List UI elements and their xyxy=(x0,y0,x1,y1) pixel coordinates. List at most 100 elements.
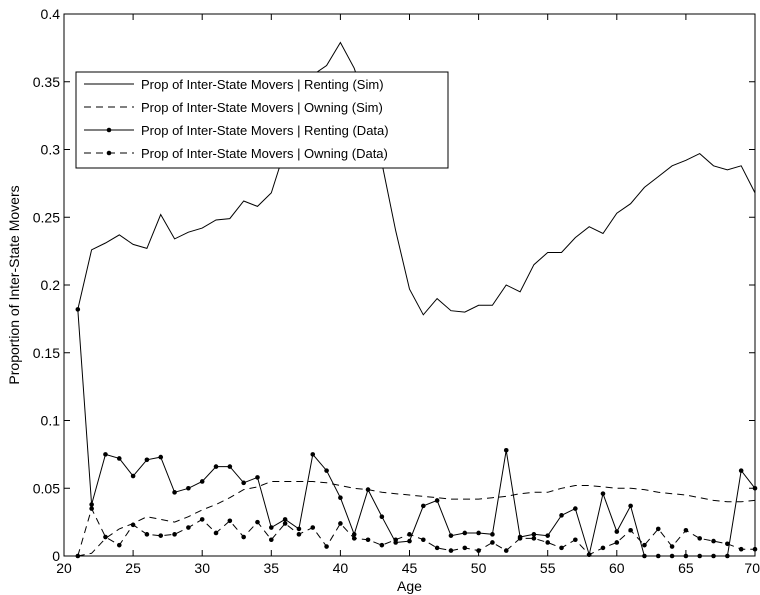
data-point xyxy=(697,536,702,541)
data-point xyxy=(200,517,205,522)
x-axis-label: Age xyxy=(397,578,422,594)
data-point xyxy=(283,521,288,526)
data-point xyxy=(380,543,385,548)
data-point xyxy=(103,452,108,457)
data-point xyxy=(476,548,481,553)
y-axis-label: Proportion of Inter-State Movers xyxy=(6,185,22,384)
legend-marker xyxy=(107,128,112,133)
data-point xyxy=(103,535,108,540)
data-point xyxy=(573,506,578,511)
data-point xyxy=(545,533,550,538)
data-point xyxy=(684,554,689,559)
data-point xyxy=(310,525,315,530)
data-point xyxy=(283,517,288,522)
legend-label: Prop of Inter-State Movers | Owning (Sim… xyxy=(141,100,383,115)
data-point xyxy=(214,464,219,469)
x-tick-label: 60 xyxy=(609,560,625,576)
data-point xyxy=(628,528,633,533)
data-point xyxy=(76,554,81,559)
data-point xyxy=(739,468,744,473)
data-point xyxy=(670,554,675,559)
data-point xyxy=(573,537,578,542)
data-point xyxy=(214,531,219,536)
data-point xyxy=(145,457,150,462)
data-point xyxy=(545,540,550,545)
legend: Prop of Inter-State Movers | Renting (Si… xyxy=(76,72,448,168)
data-point xyxy=(421,504,426,509)
y-tick-label: 0.3 xyxy=(41,142,61,158)
data-point xyxy=(393,537,398,542)
data-point xyxy=(615,540,620,545)
data-point xyxy=(310,452,315,457)
y-tick-label: 0.05 xyxy=(33,480,60,496)
y-tick-label: 0.25 xyxy=(33,209,60,225)
data-point xyxy=(656,527,661,532)
data-point xyxy=(76,307,81,312)
data-point xyxy=(504,548,509,553)
data-point xyxy=(131,523,136,528)
x-tick-label: 70 xyxy=(744,560,760,576)
y-tick-label: 0.1 xyxy=(41,413,61,429)
data-point xyxy=(145,532,150,537)
data-point xyxy=(462,546,467,551)
data-point xyxy=(366,487,371,492)
data-point xyxy=(158,455,163,460)
data-point xyxy=(158,533,163,538)
data-point xyxy=(449,533,454,538)
data-point xyxy=(228,518,233,523)
data-point xyxy=(352,536,357,541)
data-point xyxy=(186,486,191,491)
legend-marker xyxy=(107,151,112,156)
x-tick-label: 35 xyxy=(264,560,280,576)
legend-label: Prop of Inter-State Movers | Owning (Dat… xyxy=(141,146,388,161)
data-point xyxy=(656,554,661,559)
y-tick-label: 0.35 xyxy=(33,74,60,90)
y-tick-label: 0.4 xyxy=(41,6,61,22)
data-point xyxy=(228,464,233,469)
data-point xyxy=(615,529,620,534)
data-point xyxy=(504,448,509,453)
data-point xyxy=(297,532,302,537)
data-point xyxy=(338,521,343,526)
data-point xyxy=(435,546,440,551)
data-point xyxy=(532,532,537,537)
data-point xyxy=(255,520,260,525)
x-tick-label: 45 xyxy=(402,560,418,576)
data-point xyxy=(725,554,730,559)
x-tick-label: 30 xyxy=(194,560,210,576)
data-point xyxy=(324,544,329,549)
y-tick-label: 0 xyxy=(52,548,60,564)
data-point xyxy=(532,536,537,541)
data-point xyxy=(352,532,357,537)
data-point xyxy=(711,539,716,544)
data-point xyxy=(117,543,122,548)
y-tick-label: 0.2 xyxy=(41,277,61,293)
x-tick-label: 50 xyxy=(471,560,487,576)
data-point xyxy=(684,528,689,533)
data-point xyxy=(435,498,440,503)
data-point xyxy=(407,532,412,537)
data-point xyxy=(324,468,329,473)
data-point xyxy=(628,504,633,509)
x-tick-label: 40 xyxy=(333,560,349,576)
data-point xyxy=(670,544,675,549)
data-point xyxy=(255,475,260,480)
data-point xyxy=(490,540,495,545)
legend-label: Prop of Inter-State Movers | Renting (Da… xyxy=(141,123,389,138)
legend-label: Prop of Inter-State Movers | Renting (Si… xyxy=(141,77,384,92)
data-point xyxy=(241,481,246,486)
data-point xyxy=(131,474,136,479)
x-tick-label: 55 xyxy=(540,560,556,576)
data-point xyxy=(711,554,716,559)
data-point xyxy=(172,490,177,495)
data-point xyxy=(186,525,191,530)
data-point xyxy=(490,532,495,537)
data-point xyxy=(476,531,481,536)
data-point xyxy=(366,537,371,542)
data-point xyxy=(559,513,564,518)
y-tick-label: 0.15 xyxy=(33,345,60,361)
data-point xyxy=(462,531,467,536)
data-point xyxy=(587,552,592,557)
data-point xyxy=(200,479,205,484)
